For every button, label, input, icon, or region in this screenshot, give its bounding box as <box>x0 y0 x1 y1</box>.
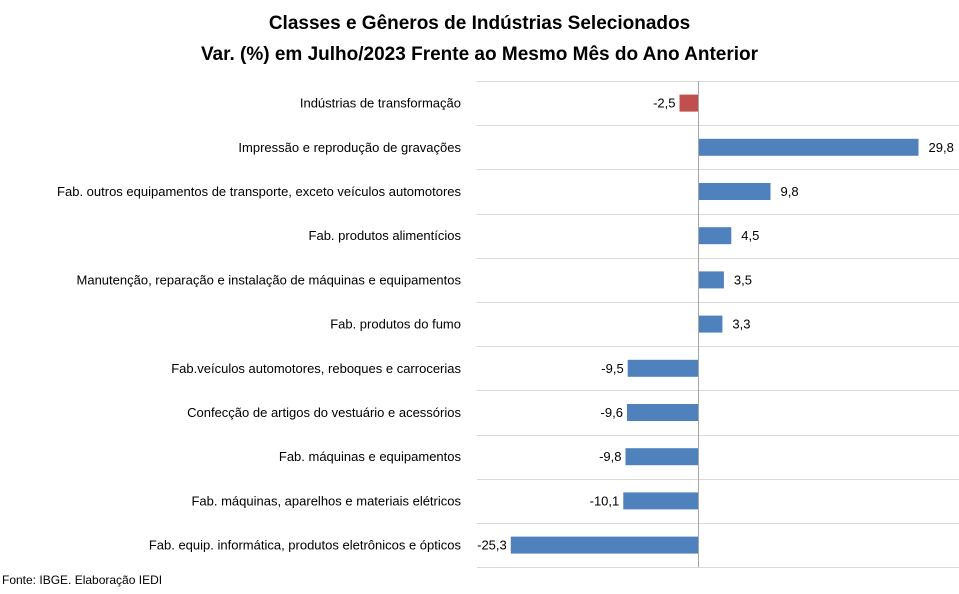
bar <box>679 94 698 112</box>
chart-title: Classes e Gêneros de Indústrias Selecion… <box>268 13 691 34</box>
bar <box>698 315 723 333</box>
category-label: Fab. produtos alimentícios <box>309 228 462 243</box>
data-label: -9,6 <box>601 405 623 420</box>
bar <box>698 227 732 245</box>
category-label: Fab. equip. informática, produtos eletrô… <box>149 538 462 553</box>
data-label: 4,5 <box>741 228 759 243</box>
bar <box>625 448 698 466</box>
bar <box>698 138 919 156</box>
category-label: Fab. outros equipamentos de transporte, … <box>57 184 461 199</box>
data-label: 3,5 <box>734 272 752 287</box>
data-label: -2,5 <box>653 96 675 111</box>
data-label: 9,8 <box>781 184 799 199</box>
bar <box>626 404 698 421</box>
data-label: -25,3 <box>477 538 507 553</box>
bar <box>698 271 724 289</box>
category-label: Confecção de artigos do vestuário e aces… <box>187 405 461 420</box>
category-label: Fab.veículos automotores, reboques e car… <box>171 361 461 376</box>
data-label: 3,3 <box>732 317 750 332</box>
data-label: 29,8 <box>929 140 954 155</box>
data-label: -9,8 <box>599 449 621 464</box>
category-label: Fab. produtos do fumo <box>330 317 461 332</box>
category-label: Fab. máquinas, aparelhos e materiais elé… <box>191 493 461 508</box>
source-note: Fonte: IBGE. Elaboração IEDI <box>2 573 163 587</box>
bar <box>510 536 698 554</box>
bar <box>623 492 698 510</box>
data-label: -9,5 <box>601 361 623 376</box>
category-label: Indústrias de transformação <box>300 96 461 111</box>
chart-subtitle: Var. (%) em Julho/2023 Frente ao Mesmo M… <box>200 44 759 65</box>
category-label: Impressão e reprodução de gravações <box>238 140 461 155</box>
bar <box>627 359 698 377</box>
bar <box>698 183 771 200</box>
category-label: Manutenção, reparação e instalação de má… <box>77 272 462 287</box>
category-label: Fab. máquinas e equipamentos <box>279 449 462 464</box>
data-label: -10,1 <box>590 493 620 508</box>
